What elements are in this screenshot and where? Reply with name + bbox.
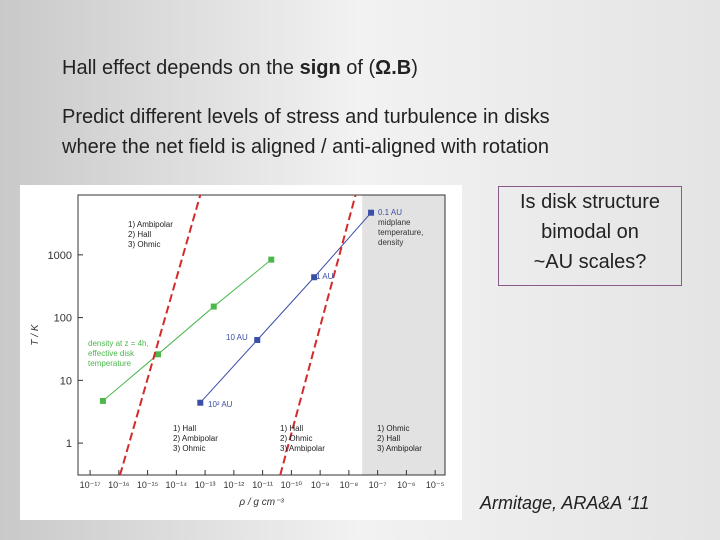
citation: Armitage, ARA&A ‘11 xyxy=(480,493,650,513)
x-tick-label: 10⁻⁶ xyxy=(397,480,416,490)
question-line: bimodal on xyxy=(541,221,639,243)
annotation: 2) Ambipolar xyxy=(173,434,218,443)
annotation: 1) Hall xyxy=(173,424,196,433)
point xyxy=(154,351,161,358)
paragraph-line: where the net field is aligned / anti-al… xyxy=(62,136,549,158)
point xyxy=(99,397,106,404)
x-tick-label: 10⁻¹³ xyxy=(195,480,216,490)
annotation: density xyxy=(378,238,403,247)
y-tick-label: 1 xyxy=(66,438,72,450)
series-line xyxy=(102,259,272,402)
point xyxy=(368,209,375,216)
heading-part: of ( xyxy=(340,57,376,79)
boundary-line xyxy=(119,194,202,476)
x-tick-label: 10⁻⁵ xyxy=(426,480,445,490)
annotation: temperature xyxy=(88,359,132,368)
annotation: 1 AU xyxy=(316,272,334,281)
heading-part: ) xyxy=(411,57,418,79)
series-line xyxy=(199,212,372,404)
plot-frame xyxy=(77,194,446,476)
annotation: 2) Hall xyxy=(128,230,151,239)
x-tick-label: 10⁻¹² xyxy=(223,480,244,490)
point xyxy=(210,303,217,310)
annotation: 3) Ohmic xyxy=(128,240,160,249)
annotation: 3) Ambipolar xyxy=(377,444,422,453)
annotation: 1) Ambipolar xyxy=(128,220,173,229)
x-tick-label: 10⁻⁷ xyxy=(369,480,387,490)
y-tick-label: 10 xyxy=(60,375,72,387)
y-tick-label: 1000 xyxy=(48,250,72,262)
x-tick-label: 10⁻¹⁴ xyxy=(166,480,188,490)
heading: Hall effect depends on the sign of (Ω.B) xyxy=(62,57,418,80)
y-tick-label: 100 xyxy=(54,313,72,325)
annotation: 1) Ohmic xyxy=(377,424,409,433)
point xyxy=(197,399,204,406)
annotation: effective disk xyxy=(88,349,135,358)
annotation: 0.1 AU xyxy=(378,208,402,217)
x-tick-label: 10⁻¹⁵ xyxy=(137,480,159,490)
x-tick-label: 10⁻⁸ xyxy=(340,480,359,490)
shaded-region xyxy=(362,195,445,475)
annotation: 3) Ohmic xyxy=(173,444,205,453)
annotation: 10² AU xyxy=(208,400,233,409)
x-tick-label: 10⁻¹⁶ xyxy=(108,480,130,490)
question-line: Is disk structure xyxy=(519,191,661,213)
paragraph: Predict different levels of stress and t… xyxy=(62,102,550,162)
point xyxy=(311,274,318,281)
x-tick-label: 10⁻⁹ xyxy=(311,480,330,490)
y-axis-label: T / K xyxy=(30,323,41,345)
heading-part: Ω.B xyxy=(375,57,412,79)
x-axis-label: ρ / g cm⁻³ xyxy=(238,497,284,508)
annotation: 2) Hall xyxy=(377,434,400,443)
annotation: midplane xyxy=(378,218,411,227)
heading-part: sign xyxy=(299,57,341,79)
heading-part: Hall effect depends on the xyxy=(62,57,300,79)
annotation: density at z = 4h, xyxy=(88,339,149,348)
annotation: 10 AU xyxy=(226,333,248,342)
x-tick-label: 10⁻¹⁰ xyxy=(281,480,303,490)
annotation: 1) Hall xyxy=(280,424,303,433)
boundary-line xyxy=(279,194,357,476)
x-tick-label: 10⁻¹¹ xyxy=(252,480,273,490)
point xyxy=(268,256,275,263)
chart: 10⁻¹⁷ 10⁻¹⁶ 10⁻¹⁵ 10⁻¹⁴ 10⁻¹³ 10⁻¹² 10⁻¹¹ 10⁻¹⁰… xyxy=(20,185,462,520)
annotation: 3) Ambipolar xyxy=(280,444,325,453)
annotation: 2) Ohmic xyxy=(280,434,312,443)
x-tick-label: 10⁻¹⁷ xyxy=(80,480,101,490)
point xyxy=(254,336,261,343)
question-line: ~AU scales? xyxy=(533,251,647,273)
paragraph-line: Predict different levels of stress and t… xyxy=(62,106,550,128)
question-box: Is disk structure bimodal on ~AU scales? xyxy=(498,186,682,286)
annotation: temperature, xyxy=(378,228,423,237)
